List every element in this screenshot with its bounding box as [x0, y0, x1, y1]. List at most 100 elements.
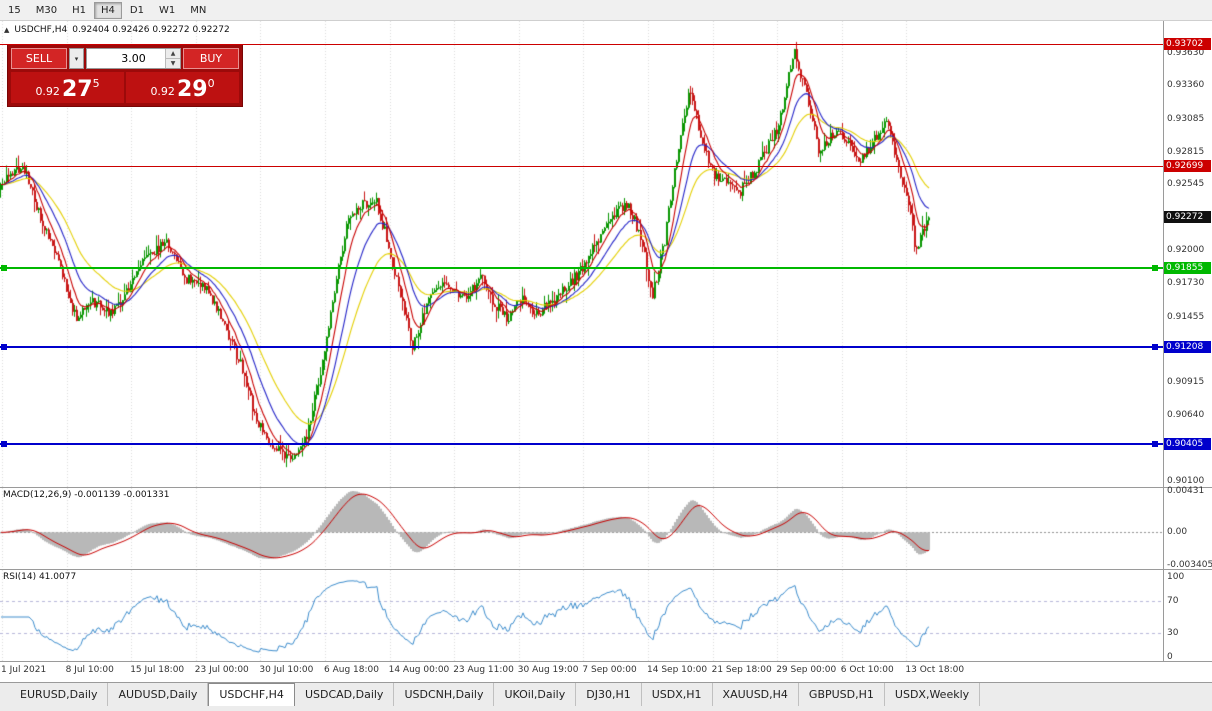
time-axis-label: 1 Jul 2021	[1, 665, 47, 675]
macd-axis-label: 0.00431	[1167, 486, 1205, 496]
buy-price-sup: 0	[207, 77, 215, 90]
time-axis-label: 14 Sep 10:00	[647, 665, 708, 675]
price-axis-label: 0.93360	[1167, 80, 1205, 91]
time-axis-label: 14 Aug 00:00	[388, 665, 450, 675]
time-axis-label: 23 Aug 11:00	[453, 665, 514, 675]
main-chart-area: ▲ USDCHF,H4 0.92404 0.92426 0.92272 0.92…	[0, 21, 1212, 487]
sell-price-display[interactable]: 0.92 27 5	[11, 72, 124, 103]
chart-tab-xauusd-h4[interactable]: XAUUSD,H4	[713, 683, 799, 706]
timeframe-button-w1[interactable]: W1	[158, 4, 176, 16]
price-level-tag[interactable]: 0.90405	[1164, 437, 1211, 450]
rsi-canvas[interactable]	[0, 570, 1164, 661]
time-axis-label: 30 Jul 10:00	[259, 665, 314, 675]
symbol-arrow-icon: ▲	[4, 26, 10, 34]
time-axis-label: 6 Aug 18:00	[324, 665, 379, 675]
price-axis-label: 0.90915	[1167, 377, 1205, 388]
price-level-line[interactable]	[0, 442, 1163, 445]
level-drag-handle[interactable]	[1, 440, 7, 447]
buy-price-prefix: 0.92	[150, 85, 175, 98]
price-axis-label: 0.90100	[1167, 475, 1205, 486]
sell-price-prefix: 0.92	[35, 85, 60, 98]
sell-price-big: 27	[61, 77, 93, 102]
level-drag-handle[interactable]	[1152, 265, 1158, 272]
timeframe-button-h1[interactable]: H1	[72, 4, 86, 16]
tab-bar: EURUSD,Daily AUDUSD,Daily USDCHF,H4 USDCAD,…	[0, 682, 1212, 706]
rsi-axis-label: 30	[1167, 628, 1179, 638]
price-level-line[interactable]	[0, 267, 1163, 270]
chart-tab-dj30-h1[interactable]: DJ30,H1	[576, 683, 642, 706]
bottom-strip	[0, 706, 1212, 711]
timeframe-button-15[interactable]: 15	[8, 4, 21, 16]
chart-tab-ukoil-daily[interactable]: UKOil,Daily	[494, 683, 577, 706]
price-axis-label: 0.92815	[1167, 146, 1205, 157]
chart-symbol-label: USDCHF,H4	[14, 25, 68, 35]
chart-tab-usdx-weekly[interactable]: USDX,Weekly	[885, 683, 981, 706]
price-level-line[interactable]	[0, 165, 1163, 167]
volume-box: ▲ ▼	[86, 48, 181, 69]
chart-tab-audusd-daily[interactable]: AUDUSD,Daily	[108, 683, 209, 706]
level-drag-handle[interactable]	[1152, 343, 1158, 350]
time-axis-label: 6 Oct 10:00	[840, 665, 894, 675]
chart-tab-usdcad-daily[interactable]: USDCAD,Daily	[295, 683, 395, 706]
timeframe-button-m30[interactable]: M30	[35, 4, 58, 16]
chart-ohlc-values: 0.92404 0.92426 0.92272 0.92272	[72, 25, 230, 35]
level-drag-handle[interactable]	[1, 265, 7, 272]
rsi-indicator-label: RSI(14) 41.0077	[3, 572, 77, 582]
order-type-dropdown-icon[interactable]: ▾	[69, 48, 84, 69]
timeframe-toolbar: 15 M30 H1 H4 D1 W1 MN	[0, 0, 1212, 21]
price-level-line[interactable]	[0, 345, 1163, 348]
panel-divider	[0, 661, 1212, 662]
buy-price-display[interactable]: 0.92 29 0	[126, 72, 239, 103]
macd-panel: MACD(12,26,9) -0.001139 -0.001331	[0, 488, 1212, 569]
macd-indicator-label: MACD(12,26,9) -0.001139 -0.001331	[3, 490, 170, 500]
chart-ohlc-header: ▲ USDCHF,H4 0.92404 0.92426 0.92272 0.92…	[4, 25, 230, 35]
price-level-line[interactable]	[0, 44, 1163, 45]
volume-down-icon[interactable]: ▼	[166, 59, 180, 68]
time-axis-label: 15 Jul 18:00	[130, 665, 185, 675]
price-axis-label: 0.93630	[1167, 47, 1205, 58]
price-axis-label: 0.92545	[1167, 179, 1205, 190]
volume-up-icon[interactable]: ▲	[166, 49, 180, 59]
macd-canvas[interactable]	[0, 488, 1164, 569]
volume-input[interactable]	[104, 51, 163, 66]
time-axis-label: 29 Sep 00:00	[776, 665, 837, 675]
level-drag-handle[interactable]	[1, 343, 7, 350]
price-axis-label: 0.90640	[1167, 410, 1205, 421]
price-level-tag[interactable]: 0.92699	[1164, 159, 1211, 172]
price-axis-label: 0.91730	[1167, 278, 1205, 289]
time-axis-label: 23 Jul 00:00	[194, 665, 249, 675]
buy-button[interactable]: BUY	[183, 48, 239, 69]
time-axis-label: 21 Sep 18:00	[711, 665, 772, 675]
chart-tab-usdcnh-daily[interactable]: USDCNH,Daily	[394, 683, 495, 706]
macd-axis-label: 0.00	[1167, 527, 1188, 538]
sell-button[interactable]: SELL	[11, 48, 67, 69]
timeframe-button-mn[interactable]: MN	[190, 4, 207, 16]
rsi-axis-label: 70	[1167, 596, 1179, 606]
rsi-axis-label: 0	[1167, 652, 1173, 662]
chart-tab-usdchf-h4[interactable]: USDCHF,H4	[208, 683, 295, 706]
time-axis-label: 7 Sep 00:00	[582, 665, 637, 675]
chart-tab-gbpusd-h1[interactable]: GBPUSD,H1	[799, 683, 885, 706]
volume-spinner: ▲ ▼	[165, 49, 180, 68]
chart-tab-usdx-h1[interactable]: USDX,H1	[642, 683, 713, 706]
panel-divider	[0, 487, 1212, 488]
price-axis-border	[1163, 21, 1164, 661]
price-level-tag[interactable]: 0.93702	[1164, 38, 1211, 50]
one-click-trade-panel: SELL ▾ ▲ ▼ BUY 0.92 27 5 0.9	[8, 45, 242, 106]
price-axis-label: 0.93085	[1167, 113, 1205, 124]
rsi-axis-label: 100	[1167, 572, 1185, 582]
chart-tab-eurusd-daily[interactable]: EURUSD,Daily	[10, 683, 109, 706]
current-price-tag: 0.92272	[1164, 211, 1211, 224]
time-axis-label: 8 Jul 10:00	[65, 665, 114, 675]
price-level-tag[interactable]: 0.91208	[1164, 340, 1211, 353]
price-level-tag[interactable]: 0.91855	[1164, 262, 1211, 275]
panel-divider	[0, 569, 1212, 570]
timeframe-button-h4[interactable]: H4	[93, 1, 122, 19]
level-drag-handle[interactable]	[1152, 440, 1158, 447]
sell-price-sup: 5	[92, 77, 100, 90]
time-axis-label: 13 Oct 18:00	[905, 665, 965, 675]
buy-price-big: 29	[176, 77, 208, 102]
timeframe-button-d1[interactable]: D1	[129, 4, 144, 16]
time-axis-label: 30 Aug 19:00	[517, 665, 579, 675]
